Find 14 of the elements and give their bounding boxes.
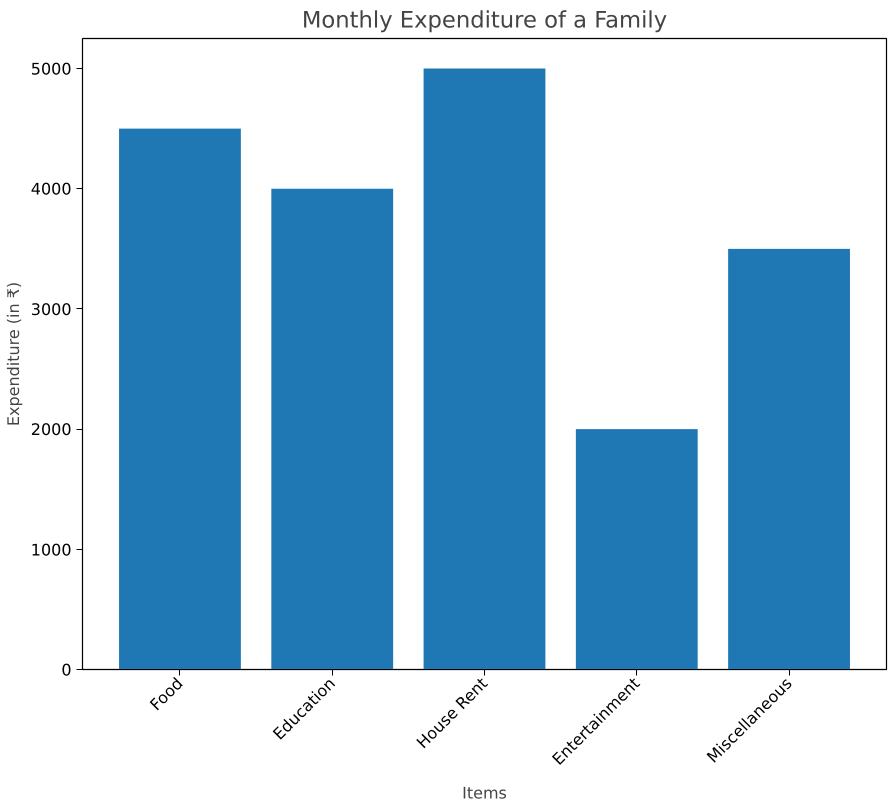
bar (576, 429, 698, 670)
y-tick-label: 0 (61, 660, 72, 680)
bar (728, 248, 850, 670)
chart-title: Monthly Expenditure of a Family (302, 8, 668, 34)
y-tick-label: 4000 (30, 180, 72, 199)
y-tick-label: 5000 (30, 60, 72, 79)
y-tick-label: 2000 (30, 420, 72, 440)
y-tick-label: 1000 (30, 540, 72, 560)
bar (119, 128, 241, 670)
y-axis-title: Expenditure (in ₹) (4, 282, 23, 426)
bar (271, 188, 394, 670)
x-axis-title: Items (462, 784, 507, 803)
y-tick-label: 3000 (30, 300, 72, 319)
bar (424, 68, 546, 670)
